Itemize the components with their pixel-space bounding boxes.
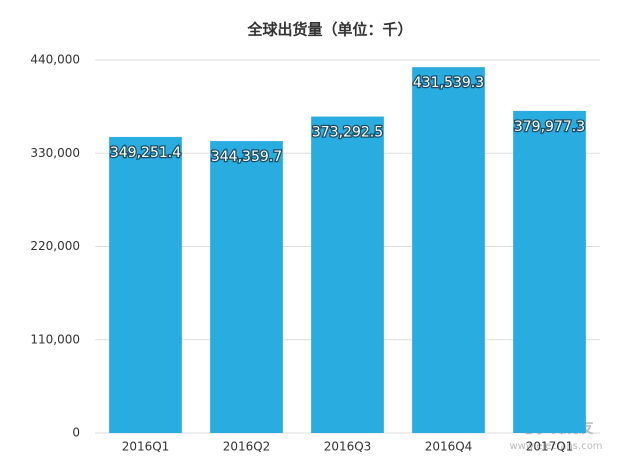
x-tick-label: 2016Q2 (223, 440, 271, 454)
x-tick-label: 2017Q1 (526, 440, 574, 454)
bar (513, 110, 586, 434)
bar (109, 136, 182, 434)
value-label: 349,251.4 (110, 145, 181, 161)
y-tick-label: 330,000 (30, 146, 80, 160)
y-tick-label: 110,000 (30, 332, 80, 346)
watermark-url: www.elecfans.com (509, 441, 602, 452)
chart-title: 全球出货量（单位：千） (246, 21, 412, 39)
y-tick-label: 220,000 (30, 239, 80, 253)
y-tick-label: 440,000 (30, 53, 80, 67)
value-label: 379,977.3 (514, 119, 585, 135)
x-tick-label: 2016Q4 (425, 440, 473, 454)
bar (311, 116, 384, 433)
value-label: 373,292.5 (312, 125, 383, 141)
value-label: 344,359.7 (211, 149, 282, 165)
bar (210, 141, 283, 433)
x-tick-label: 2016Q1 (122, 440, 170, 454)
value-label: 431,539.3 (413, 75, 484, 91)
bar (412, 67, 485, 433)
x-tick-label: 2016Q3 (324, 440, 372, 454)
y-tick-label: 0 (72, 426, 80, 440)
